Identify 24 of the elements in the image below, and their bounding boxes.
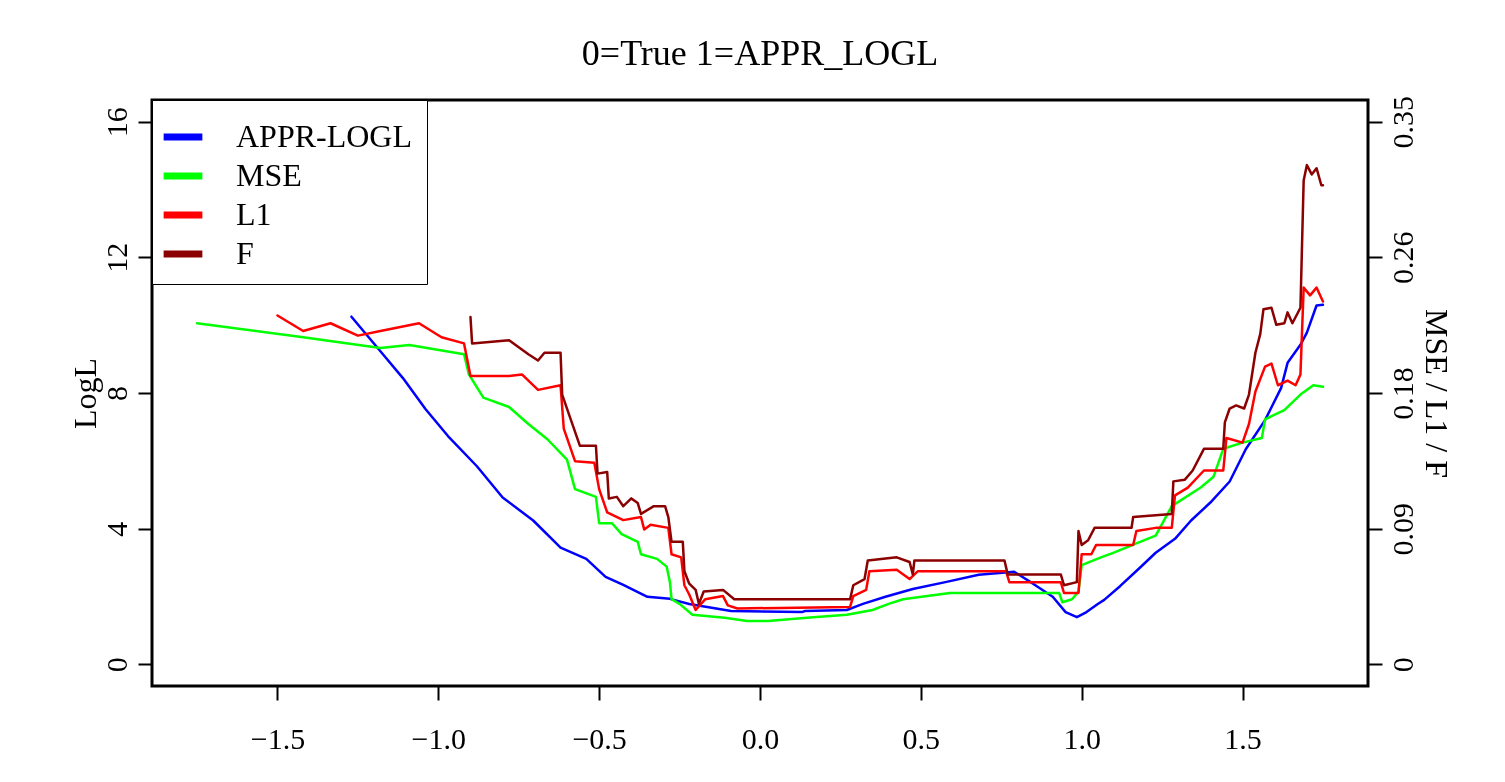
x-tick-label: 1.0	[1063, 721, 1101, 755]
y2-axis-title: MSE / L1 / F	[1418, 309, 1455, 478]
y2-tick-label: 0.18	[1385, 367, 1419, 420]
x-tick-label: −1.0	[411, 721, 467, 755]
legend-label: F	[236, 235, 254, 271]
y2-tick-label: 0.26	[1385, 231, 1419, 285]
line-series	[469, 163, 1325, 606]
legend-label: MSE	[236, 157, 302, 193]
y2-tick-label: 0.09	[1385, 502, 1419, 556]
y-tick-label: 0	[99, 657, 133, 673]
y2-tick-label: 0	[1385, 657, 1419, 673]
line-series	[195, 321, 1325, 623]
x-tick-label: 1.5	[1224, 721, 1262, 755]
chart-title: 0=True 1=APPR_LOGL	[581, 33, 939, 74]
y-tick-label: 16	[99, 107, 133, 138]
legend-label: L1	[236, 196, 272, 232]
y2-tick-label: 0.35	[1385, 95, 1419, 149]
x-tick-label: −0.5	[572, 721, 627, 755]
x-tick-label: 0.5	[902, 721, 941, 755]
legend-label: APPR-LOGL	[236, 118, 413, 154]
x-tick-label: 0.0	[741, 721, 780, 755]
y-tick-label: 12	[99, 242, 133, 273]
x-tick-label: −1.5	[250, 721, 306, 755]
y-tick-label: 4	[99, 521, 133, 537]
